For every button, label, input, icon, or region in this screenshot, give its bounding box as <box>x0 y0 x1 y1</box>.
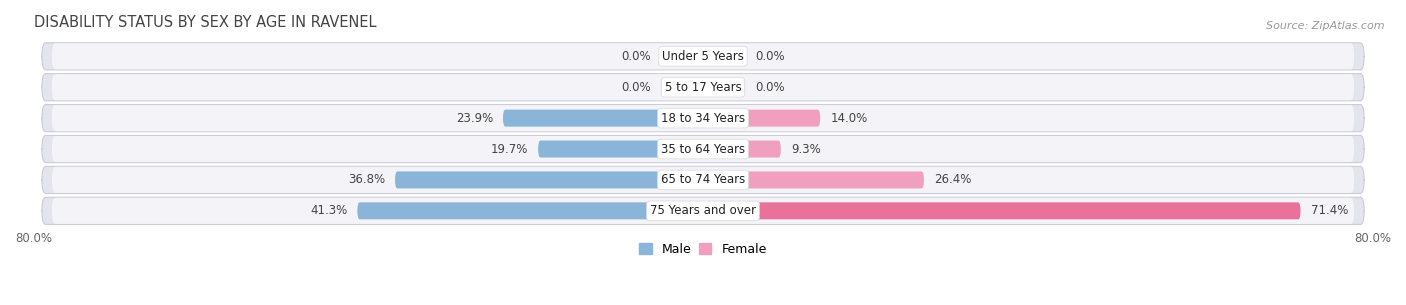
FancyBboxPatch shape <box>52 136 1354 162</box>
FancyBboxPatch shape <box>52 198 1354 224</box>
FancyBboxPatch shape <box>661 48 703 65</box>
FancyBboxPatch shape <box>661 79 703 96</box>
FancyBboxPatch shape <box>52 43 1354 69</box>
Text: 36.8%: 36.8% <box>347 174 385 186</box>
Text: 0.0%: 0.0% <box>755 50 785 63</box>
Text: 0.0%: 0.0% <box>621 81 651 94</box>
FancyBboxPatch shape <box>357 202 703 219</box>
FancyBboxPatch shape <box>703 79 745 96</box>
FancyBboxPatch shape <box>42 166 1364 194</box>
FancyBboxPatch shape <box>52 105 1354 131</box>
Text: 23.9%: 23.9% <box>456 112 494 125</box>
Text: Under 5 Years: Under 5 Years <box>662 50 744 63</box>
Text: 71.4%: 71.4% <box>1310 204 1348 217</box>
FancyBboxPatch shape <box>703 171 924 188</box>
Text: 18 to 34 Years: 18 to 34 Years <box>661 112 745 125</box>
Text: 5 to 17 Years: 5 to 17 Years <box>665 81 741 94</box>
FancyBboxPatch shape <box>703 48 745 65</box>
Text: 0.0%: 0.0% <box>755 81 785 94</box>
Text: 41.3%: 41.3% <box>311 204 347 217</box>
Text: 9.3%: 9.3% <box>790 142 821 156</box>
FancyBboxPatch shape <box>52 74 1354 100</box>
FancyBboxPatch shape <box>395 171 703 188</box>
FancyBboxPatch shape <box>42 43 1364 70</box>
FancyBboxPatch shape <box>703 202 1301 219</box>
Text: DISABILITY STATUS BY SEX BY AGE IN RAVENEL: DISABILITY STATUS BY SEX BY AGE IN RAVEN… <box>34 15 375 30</box>
Text: 35 to 64 Years: 35 to 64 Years <box>661 142 745 156</box>
Text: 0.0%: 0.0% <box>621 50 651 63</box>
FancyBboxPatch shape <box>538 141 703 158</box>
Text: 19.7%: 19.7% <box>491 142 529 156</box>
FancyBboxPatch shape <box>503 109 703 127</box>
Text: 26.4%: 26.4% <box>934 174 972 186</box>
Text: Source: ZipAtlas.com: Source: ZipAtlas.com <box>1267 21 1385 31</box>
FancyBboxPatch shape <box>703 109 820 127</box>
FancyBboxPatch shape <box>42 135 1364 163</box>
FancyBboxPatch shape <box>42 74 1364 101</box>
FancyBboxPatch shape <box>42 105 1364 132</box>
FancyBboxPatch shape <box>42 197 1364 224</box>
Text: 75 Years and over: 75 Years and over <box>650 204 756 217</box>
Text: 65 to 74 Years: 65 to 74 Years <box>661 174 745 186</box>
Text: 14.0%: 14.0% <box>830 112 868 125</box>
Legend: Male, Female: Male, Female <box>634 238 772 261</box>
FancyBboxPatch shape <box>703 141 780 158</box>
FancyBboxPatch shape <box>52 167 1354 193</box>
